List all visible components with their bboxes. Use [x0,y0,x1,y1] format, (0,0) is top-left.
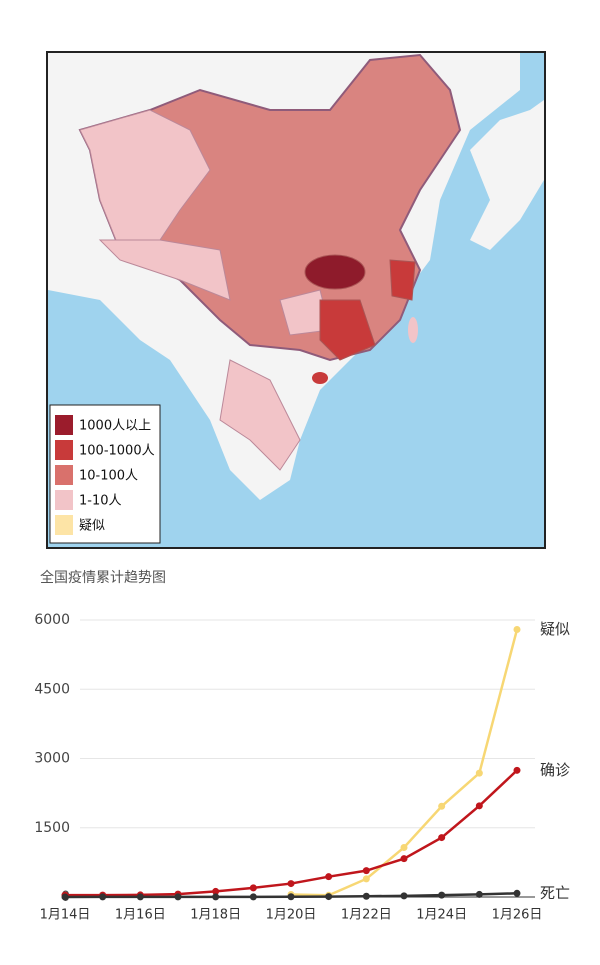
x-tick-label: 1月16日 [115,908,166,923]
x-tick-label: 1月22日 [341,908,392,923]
map-taiwan [408,317,418,343]
legend-swatch [55,515,73,535]
x-tick-label: 1月20日 [266,908,317,923]
series-label: 疑似 [540,620,570,638]
x-tick-label: 1月24日 [416,908,467,923]
y-tick-label: 6000 [34,612,70,628]
point [475,890,483,898]
legend-swatch [55,440,73,460]
point [212,893,220,901]
point [212,887,220,895]
map-japan [470,100,544,250]
point [438,834,446,842]
point [475,769,483,777]
map-hubei [304,254,366,290]
point [438,802,446,810]
legend-swatch [55,415,73,435]
legend-swatch [55,465,73,485]
point [400,855,408,863]
point [400,892,408,900]
series-label: 死亡 [540,884,570,902]
point [174,893,182,901]
point [362,892,370,900]
legend-label: 10-100人 [79,469,138,484]
map-region [79,109,211,251]
legend-label: 1000人以上 [79,419,151,434]
y-tick-label: 1500 [34,820,70,836]
point [513,889,521,897]
point [287,880,295,888]
point [362,875,370,883]
map-hainan [312,372,328,384]
map [46,51,546,549]
point [249,884,257,892]
point [475,802,483,810]
point [438,891,446,899]
x-tick-label: 1月26日 [492,908,543,923]
x-tick-label: 1月18日 [190,908,241,923]
series-label: 确诊 [540,761,570,779]
map-region [98,239,231,301]
point [513,766,521,774]
y-tick-label: 3000 [34,751,70,767]
point [61,893,69,901]
legend-label: 疑似 [79,518,105,534]
map-region [319,299,376,361]
point [325,873,333,881]
series-line [65,769,518,897]
point [325,893,333,901]
map-region [219,359,301,471]
chart-title: 全国疫情累计趋势图 [40,569,166,586]
legend-swatch [55,490,73,510]
point [136,893,144,901]
x-tick-label: 1月14日 [40,908,91,923]
point [287,893,295,901]
point [400,844,408,852]
map-region [389,259,416,301]
legend-label: 1-10人 [79,494,122,509]
point [249,893,257,901]
point [513,626,521,634]
legend-label: 100-1000人 [79,444,155,459]
point [99,893,107,901]
point [362,867,370,875]
y-tick-label: 4500 [34,681,70,697]
